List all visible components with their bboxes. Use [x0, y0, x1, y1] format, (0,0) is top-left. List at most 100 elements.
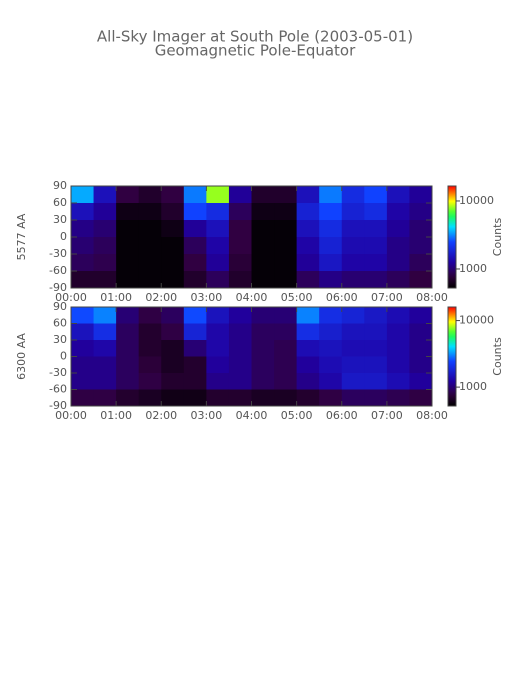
heatmap-cell [319, 323, 343, 341]
heatmap-cell [183, 373, 207, 390]
heatmap-cell [274, 389, 298, 407]
heatmap-cell [251, 237, 275, 255]
heatmap-cell [228, 271, 252, 289]
heatmap-cell [93, 340, 117, 357]
heatmap-cell [93, 356, 117, 374]
heatmap-cell [93, 220, 117, 238]
heatmap-cell [341, 307, 365, 324]
heatmap-cell [138, 389, 162, 407]
heatmap-cell [183, 340, 207, 357]
heatmap-cell [364, 389, 388, 407]
heatmap-cell [161, 373, 185, 390]
heatmap-cell [364, 220, 388, 238]
chart-subtitle: Geomagnetic Pole-Equator [155, 42, 356, 60]
x-tick-label: 06:00 [326, 291, 358, 304]
heatmap-cell [138, 254, 162, 272]
heatmap-cell [71, 389, 95, 407]
heatmap-cell [251, 373, 275, 390]
heatmap-cell [319, 203, 343, 221]
heatmap-cell [409, 186, 433, 204]
heatmap-cell [161, 220, 185, 238]
y-tick-label: 30 [53, 213, 67, 226]
heatmap-cell [364, 323, 388, 341]
heatmap-cell [93, 323, 117, 341]
x-tick-label: 06:00 [326, 409, 358, 422]
heatmap-cell [319, 373, 343, 390]
heatmap-cell [386, 340, 410, 357]
heatmap-cell [251, 220, 275, 238]
heatmap-cell [409, 356, 433, 374]
heatmap-cell [138, 271, 162, 289]
x-tick-label: 01:00 [100, 291, 132, 304]
heatmap-cell [161, 203, 185, 221]
heatmap-cell [296, 307, 320, 324]
heatmap-cell [341, 340, 365, 357]
heatmap-cell [274, 203, 298, 221]
heatmap-cell [206, 307, 230, 324]
heatmap-cell [386, 323, 410, 341]
heatmap-cell [206, 271, 230, 289]
heatmap-cell [364, 356, 388, 374]
heatmap-cell [71, 186, 95, 204]
heatmap-cell [274, 356, 298, 374]
y-tick-label: -90 [49, 399, 67, 412]
heatmap-cell [341, 237, 365, 255]
heatmap-cell [319, 237, 343, 255]
y-tick-label: 0 [60, 350, 67, 363]
heatmap-cell [386, 373, 410, 390]
heatmap-cell [93, 203, 117, 221]
heatmap-cell [319, 356, 343, 374]
heatmap-cell [116, 340, 140, 357]
colorbar-tick-label: 10000 [459, 314, 494, 327]
heatmap-cell [251, 271, 275, 289]
heatmap-cell [251, 203, 275, 221]
heatmap-cell [228, 340, 252, 357]
colorbar [447, 306, 457, 407]
x-tick-label: 04:00 [236, 291, 268, 304]
heatmap-cell [71, 373, 95, 390]
heatmap-cell [319, 186, 343, 204]
heatmap-cell [296, 254, 320, 272]
heatmap-cell [386, 254, 410, 272]
heatmap-cell [341, 186, 365, 204]
heatmap-cell [138, 340, 162, 357]
heatmap-cell [206, 340, 230, 357]
heatmap-cell [138, 186, 162, 204]
heatmap-cell [116, 373, 140, 390]
heatmap-cell [161, 323, 185, 341]
heatmap-cell [296, 356, 320, 374]
heatmap-cell [71, 356, 95, 374]
heatmap-cell [409, 254, 433, 272]
heatmap-cell [116, 356, 140, 374]
heatmap-cell [274, 340, 298, 357]
heatmap-cell [116, 323, 140, 341]
y-tick-label: 60 [53, 196, 67, 209]
heatmap-cell [251, 254, 275, 272]
heatmap-cell [364, 340, 388, 357]
heatmap-cell [93, 373, 117, 390]
heatmap-cell [183, 271, 207, 289]
heatmap-cell [274, 373, 298, 390]
heatmap-cell [71, 340, 95, 357]
heatmap-cell [409, 271, 433, 289]
heatmap-cell [386, 186, 410, 204]
heatmap-cell [161, 356, 185, 374]
heatmap-cell [206, 220, 230, 238]
heatmap-cell [409, 237, 433, 255]
heatmap-cell [228, 203, 252, 221]
heatmap-cell [93, 307, 117, 324]
x-tick-label: 04:00 [236, 409, 268, 422]
heatmap-cell [116, 254, 140, 272]
heatmap-cell [251, 340, 275, 357]
heatmap-cell [319, 389, 343, 407]
heatmap-cell [116, 237, 140, 255]
heatmap-cell [341, 373, 365, 390]
heatmap-cell [183, 237, 207, 255]
x-tick-label: 02:00 [145, 409, 177, 422]
heatmap-cell [183, 186, 207, 204]
heatmap-cell [228, 323, 252, 341]
heatmap-cell [251, 307, 275, 324]
heatmap-cell [386, 356, 410, 374]
heatmap-cell [93, 254, 117, 272]
heatmap-cell [116, 307, 140, 324]
